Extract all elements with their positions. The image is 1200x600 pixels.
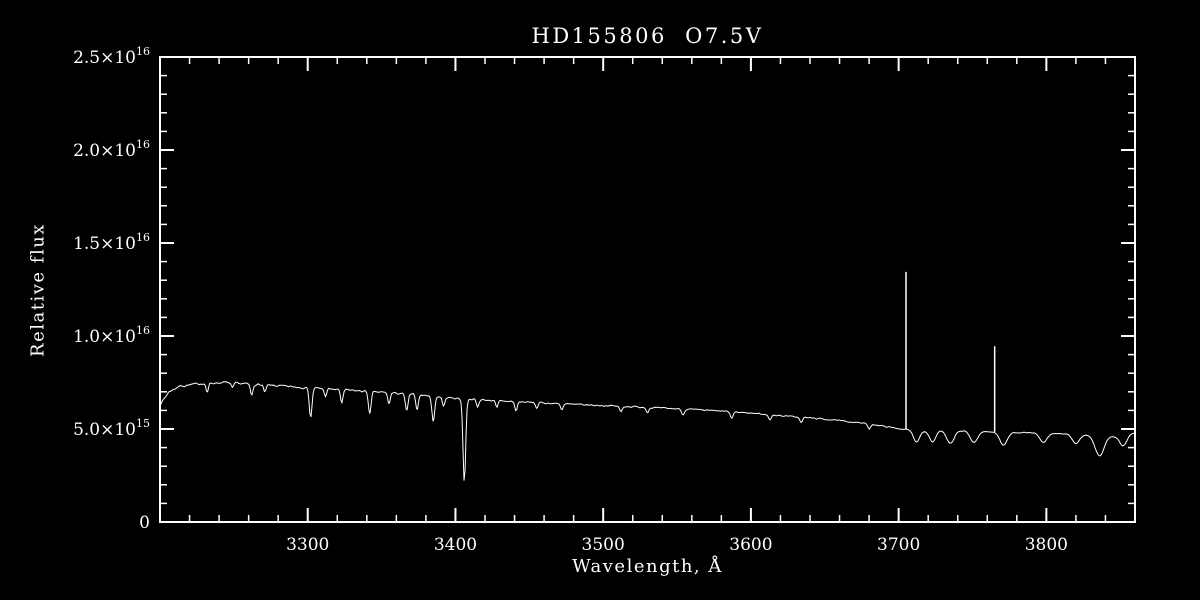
x-tick-label: 3400 xyxy=(434,535,477,555)
y-tick-label: 5.0×1015 xyxy=(73,417,150,440)
x-tick-label: 3600 xyxy=(729,535,772,555)
y-tick-label: 1.0×1016 xyxy=(73,324,150,347)
y-tick-label: 0 xyxy=(139,513,150,533)
x-tick-label: 3700 xyxy=(877,535,920,555)
x-tick-label: 3800 xyxy=(1025,535,1068,555)
y-tick-label: 2.5×1016 xyxy=(73,45,150,68)
spectrum-line xyxy=(159,381,1135,481)
y-tick-label: 1.5×1016 xyxy=(73,231,150,254)
x-axis-label: Wavelength, Å xyxy=(572,556,723,577)
plot-frame xyxy=(159,56,1136,523)
x-tick-label: 3300 xyxy=(286,535,329,555)
y-tick-label: 2.0×1016 xyxy=(73,138,150,161)
x-tick-label: 3500 xyxy=(582,535,625,555)
plot-title: HD155806 O7.5V xyxy=(531,24,764,48)
